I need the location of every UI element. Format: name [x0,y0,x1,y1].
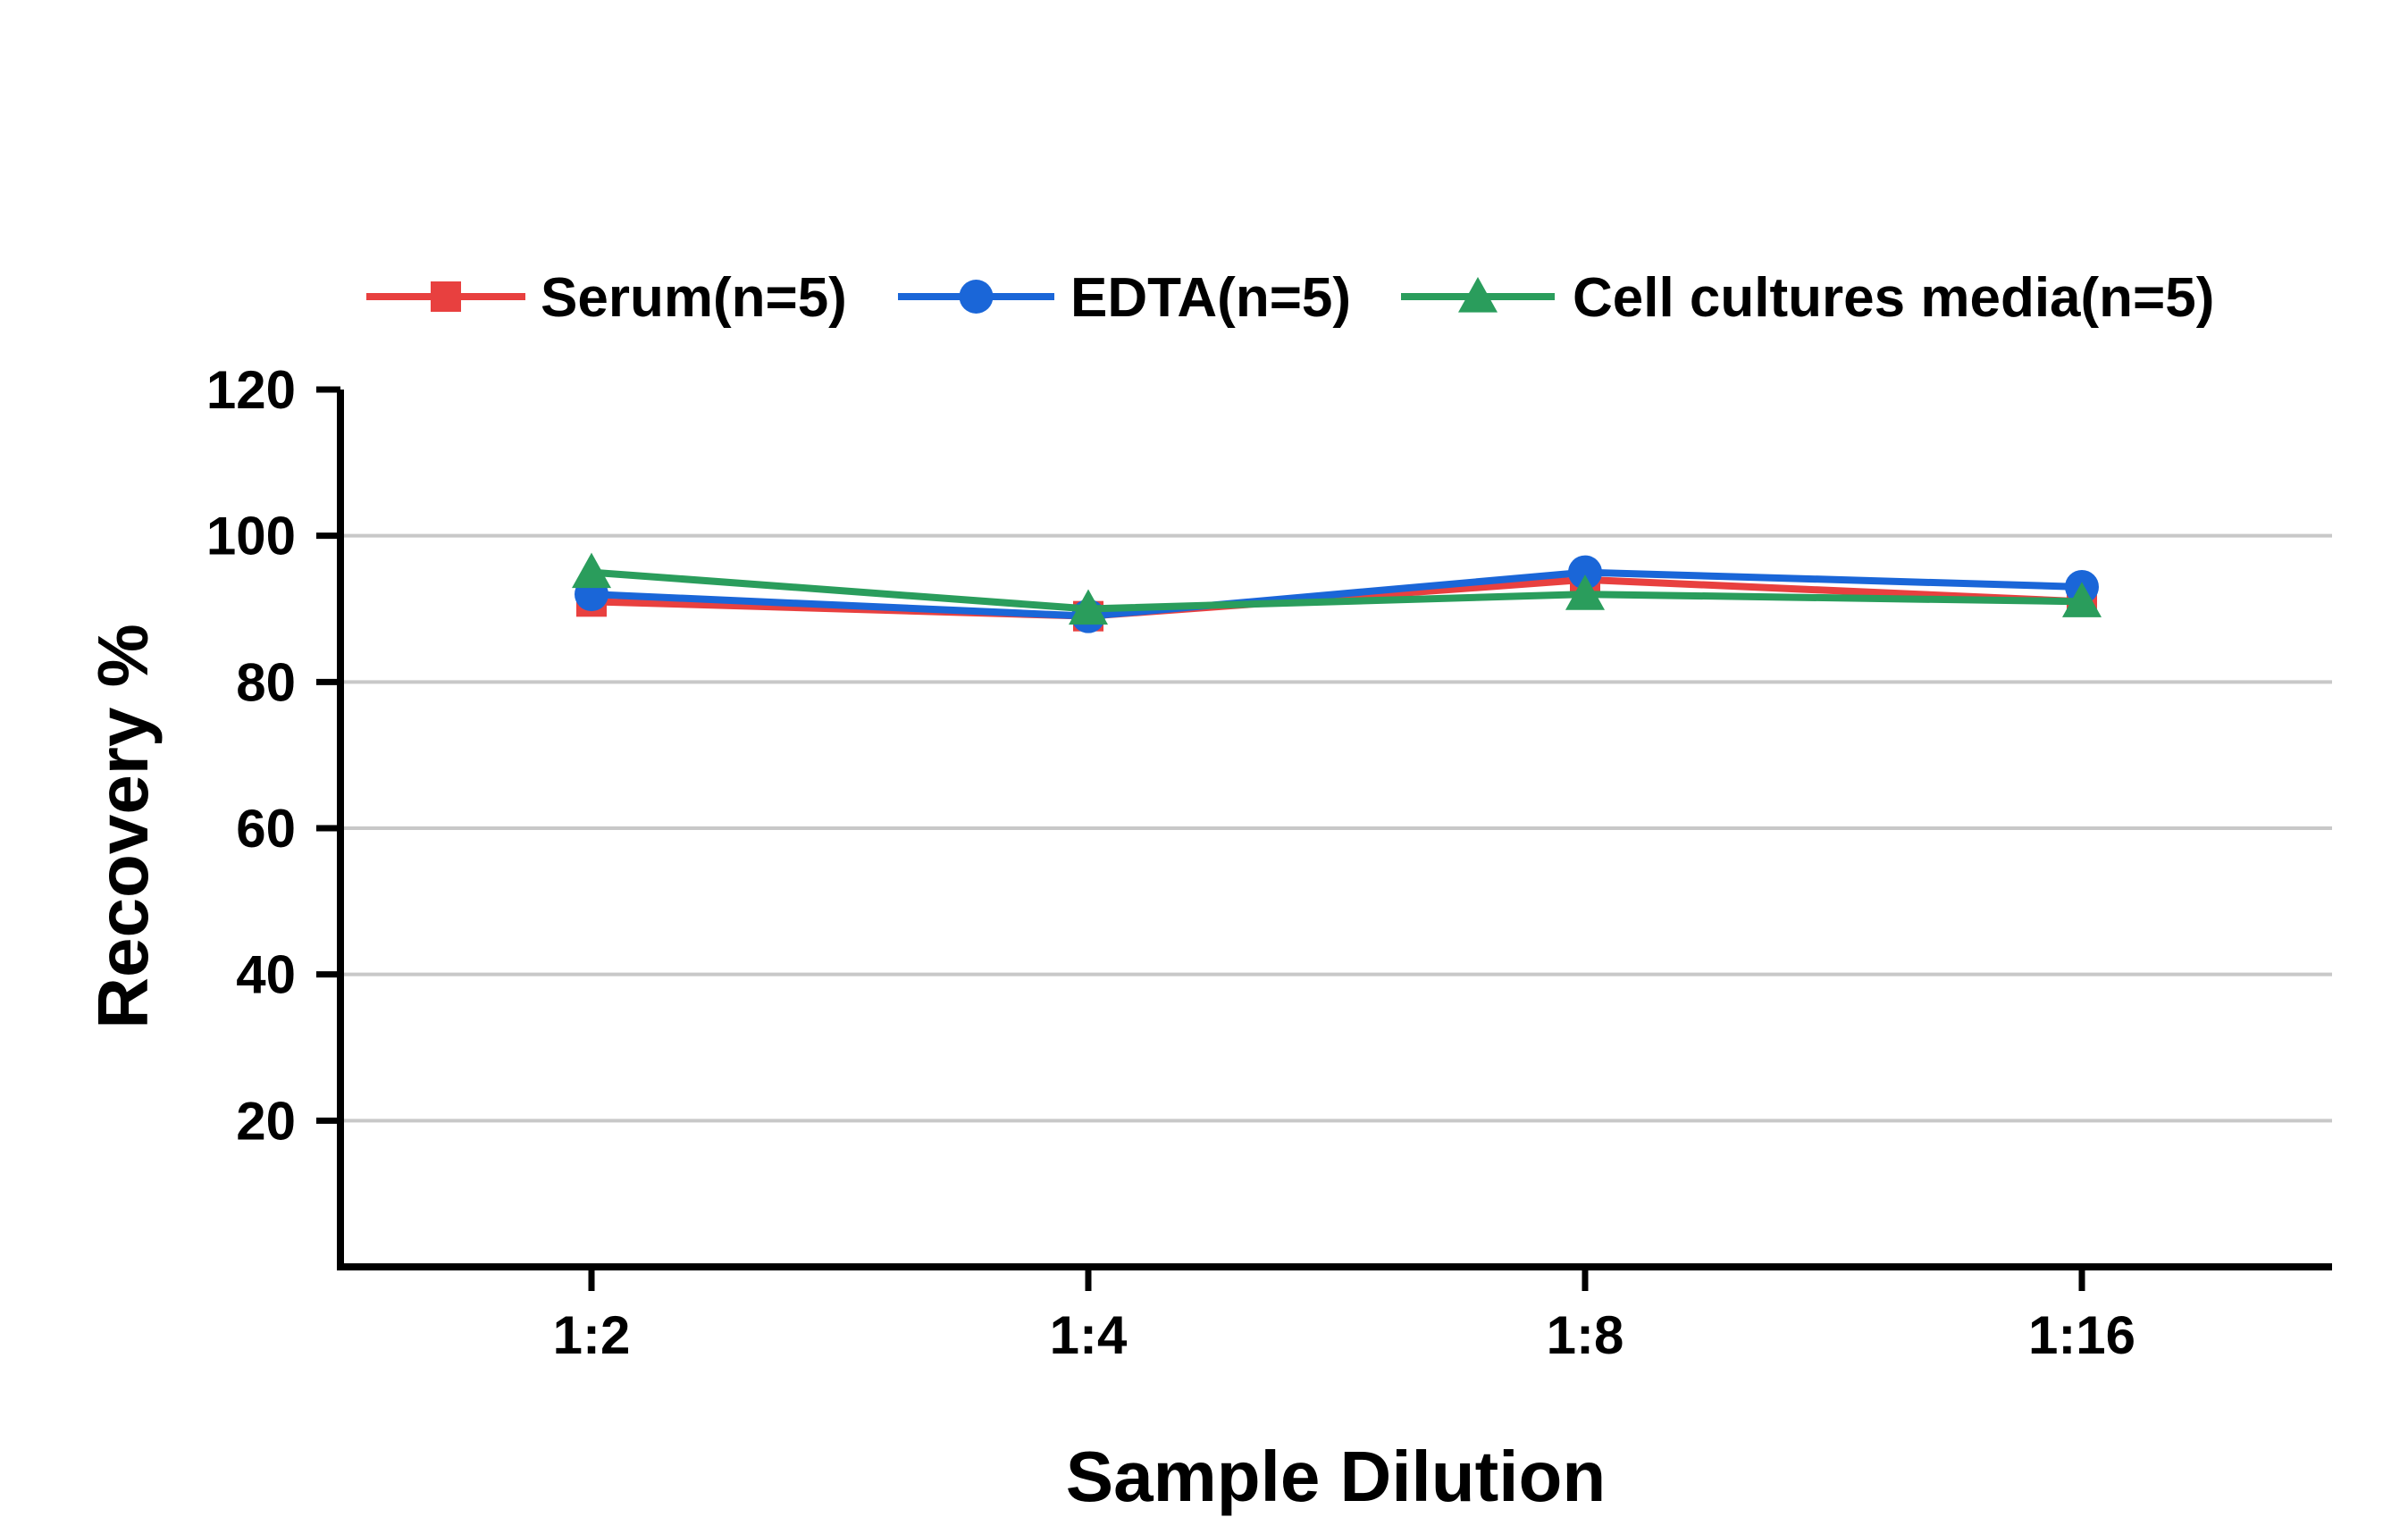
legend-swatch-marker [431,281,461,312]
legend-item: Serum(n=5) [366,267,847,329]
legend-label: Cell cultures media(n=5) [1573,267,2214,329]
series-layer [572,552,2102,633]
series-triangle [572,552,2102,625]
y-axis-title: Recovery % [83,624,163,1029]
y-tick-label: 60 [236,799,296,859]
y-tick-label: 100 [206,507,296,566]
legend-item: Cell cultures media(n=5) [1401,267,2214,329]
x-tick-label: 1:8 [1547,1305,1624,1365]
data-point [1069,589,1108,625]
legend: Serum(n=5) EDTA(n=5) Cell cultures media(n… [366,267,2214,329]
series-line [591,575,2083,620]
legend-item: EDTA(n=5) [898,267,1351,329]
data-point [1565,574,1605,610]
series-line [591,568,2083,613]
x-tick-label: 1:4 [1050,1305,1128,1365]
y-tick-label: 120 [206,360,296,420]
x-tick-label: 1:16 [2028,1305,2135,1365]
data-point [2062,582,2102,617]
data-point [1568,555,1602,590]
gridlines [340,533,2332,1123]
y-tick-label: 80 [236,652,296,712]
axes: 20 40 60 80 100 120 1:2 1:4 1:8 1:16 [206,360,2332,1365]
series-circle [575,555,2099,633]
x-tick-label: 1:2 [553,1305,631,1365]
legend-swatch-marker [959,280,994,314]
data-point [572,552,611,589]
series-line [591,568,2083,620]
legend-label: Serum(n=5) [541,267,847,329]
legend-label: EDTA(n=5) [1070,267,1351,329]
y-tick-label: 40 [236,945,296,1005]
y-tick-label: 20 [236,1091,296,1151]
legend-swatch-marker [1458,277,1498,313]
x-axis-title: Sample Dilution [1066,1437,1607,1516]
